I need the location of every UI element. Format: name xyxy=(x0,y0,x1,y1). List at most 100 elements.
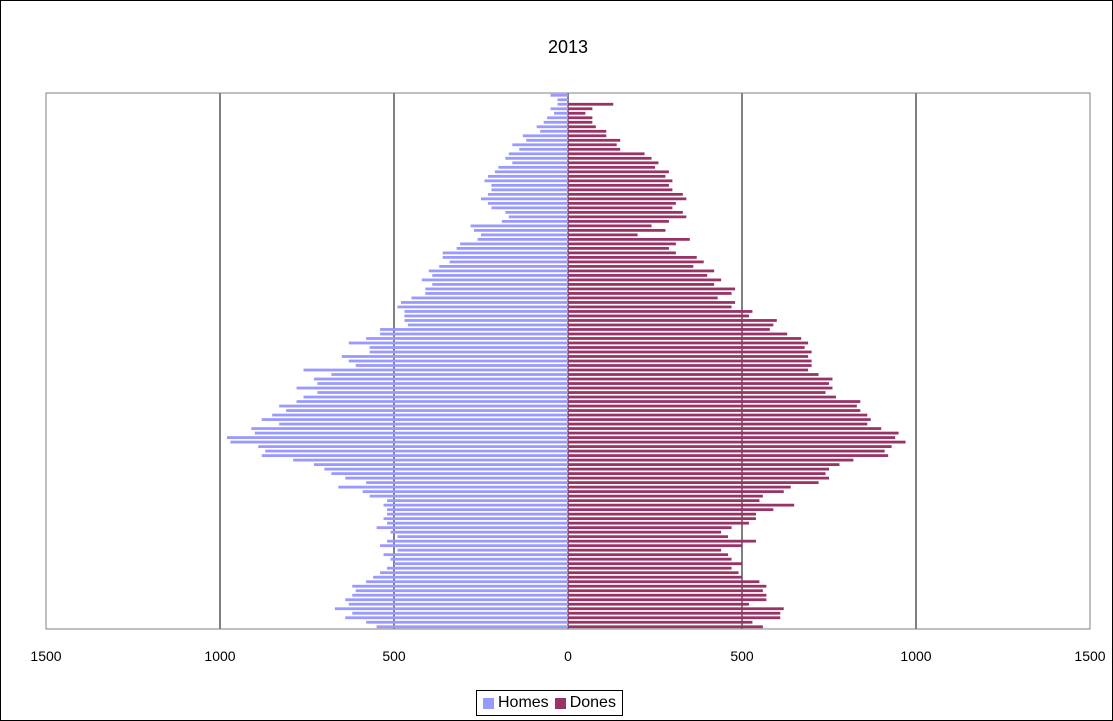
homes-bar xyxy=(345,598,568,602)
dones-bar xyxy=(568,147,621,151)
homes-bar xyxy=(348,602,568,606)
dones-bar xyxy=(568,400,861,403)
homes-bar xyxy=(505,156,568,160)
homes-bar xyxy=(369,346,568,349)
dones-bar xyxy=(568,553,729,557)
dones-bar xyxy=(568,219,669,223)
homes-bar xyxy=(474,228,568,232)
dones-bar xyxy=(568,548,722,552)
homes-bar xyxy=(390,557,568,561)
homes-bar xyxy=(404,319,568,322)
dones-bar xyxy=(568,418,871,421)
legend-swatch-homes xyxy=(483,697,494,709)
homes-bar xyxy=(404,314,568,318)
dones-bar xyxy=(568,355,809,358)
homes-bar xyxy=(265,449,568,453)
homes-bar xyxy=(494,170,568,174)
dones-bar xyxy=(568,422,868,426)
dones-bar xyxy=(568,192,683,196)
homes-bar xyxy=(331,472,568,476)
homes-bar xyxy=(432,274,568,277)
homes-bar xyxy=(442,256,568,259)
dones-bar xyxy=(568,224,652,228)
chart-title: 2013 xyxy=(548,37,588,57)
dones-bar xyxy=(568,102,614,106)
dones-bar xyxy=(568,332,788,336)
dones-bar xyxy=(568,283,715,286)
homes-bar xyxy=(557,102,568,106)
dones-bar xyxy=(568,593,767,597)
homes-bar xyxy=(366,337,568,340)
homes-bar xyxy=(293,458,568,462)
homes-bar xyxy=(442,251,568,255)
dones-bar xyxy=(568,409,861,412)
legend-label-dones: Dones xyxy=(569,694,616,711)
dones-bar xyxy=(568,620,753,624)
x-tick-label: 1000 xyxy=(900,648,931,664)
homes-bar xyxy=(526,138,568,142)
homes-bar xyxy=(348,341,568,345)
dones-bar xyxy=(568,467,829,471)
homes-bar xyxy=(334,607,568,611)
dones-bar xyxy=(568,246,669,250)
dones-bar xyxy=(568,571,739,575)
homes-bar xyxy=(331,373,568,376)
dones-bar xyxy=(568,328,770,331)
homes-bar xyxy=(380,571,568,575)
homes-bar xyxy=(505,210,568,214)
dones-bar xyxy=(568,454,889,457)
homes-bar xyxy=(355,364,568,367)
dones-bar xyxy=(568,215,687,219)
dones-bar xyxy=(568,544,742,548)
homes-bar xyxy=(352,611,568,615)
dones-bar xyxy=(568,431,899,435)
homes-bar xyxy=(456,246,568,250)
dones-bar xyxy=(568,274,708,277)
dones-bar xyxy=(568,350,812,354)
homes-bar xyxy=(261,418,568,421)
dones-bar xyxy=(568,242,676,246)
homes-bar xyxy=(470,224,568,228)
homes-bar xyxy=(380,332,568,336)
homes-bar xyxy=(376,526,568,530)
homes-bar xyxy=(317,382,568,385)
dones-bar xyxy=(568,382,829,385)
homes-bar xyxy=(387,539,568,543)
homes-bar xyxy=(341,355,568,358)
dones-bar xyxy=(568,368,809,372)
homes-bar xyxy=(366,580,568,584)
legend-label-homes: Homes xyxy=(498,694,549,711)
dones-bar xyxy=(568,557,732,561)
x-tick-label: 1500 xyxy=(30,648,61,664)
dones-bar xyxy=(568,165,655,169)
homes-bar xyxy=(407,323,568,327)
dones-bar xyxy=(568,395,836,399)
legend-item-dones: Dones xyxy=(554,694,616,712)
dones-bar xyxy=(568,391,826,394)
x-axis-ticks: 1500 1000 500 0 500 1000 1500 xyxy=(30,648,1105,664)
homes-bar xyxy=(383,503,568,507)
dones-bar xyxy=(568,310,753,313)
dones-bar xyxy=(568,134,607,138)
homes-bar xyxy=(421,278,568,282)
homes-bar xyxy=(387,521,568,525)
dones-bar xyxy=(568,156,652,160)
x-tick-label: 1500 xyxy=(1074,648,1105,664)
dones-bar xyxy=(568,386,833,390)
dones-bar xyxy=(568,296,718,300)
homes-bar xyxy=(477,237,568,241)
homes-bar xyxy=(390,530,568,534)
homes-bar xyxy=(428,269,568,273)
dones-bar xyxy=(568,476,829,480)
plot-area xyxy=(45,92,1091,630)
dones-bar xyxy=(568,188,673,192)
homes-bar xyxy=(338,485,568,489)
homes-bar xyxy=(387,512,568,516)
dones-bar xyxy=(568,314,749,318)
homes-bar xyxy=(508,215,568,219)
dones-bar xyxy=(568,598,767,602)
homes-bar xyxy=(547,116,568,120)
dones-bar xyxy=(568,125,596,129)
homes-bar xyxy=(279,422,568,426)
homes-bar xyxy=(481,197,568,201)
